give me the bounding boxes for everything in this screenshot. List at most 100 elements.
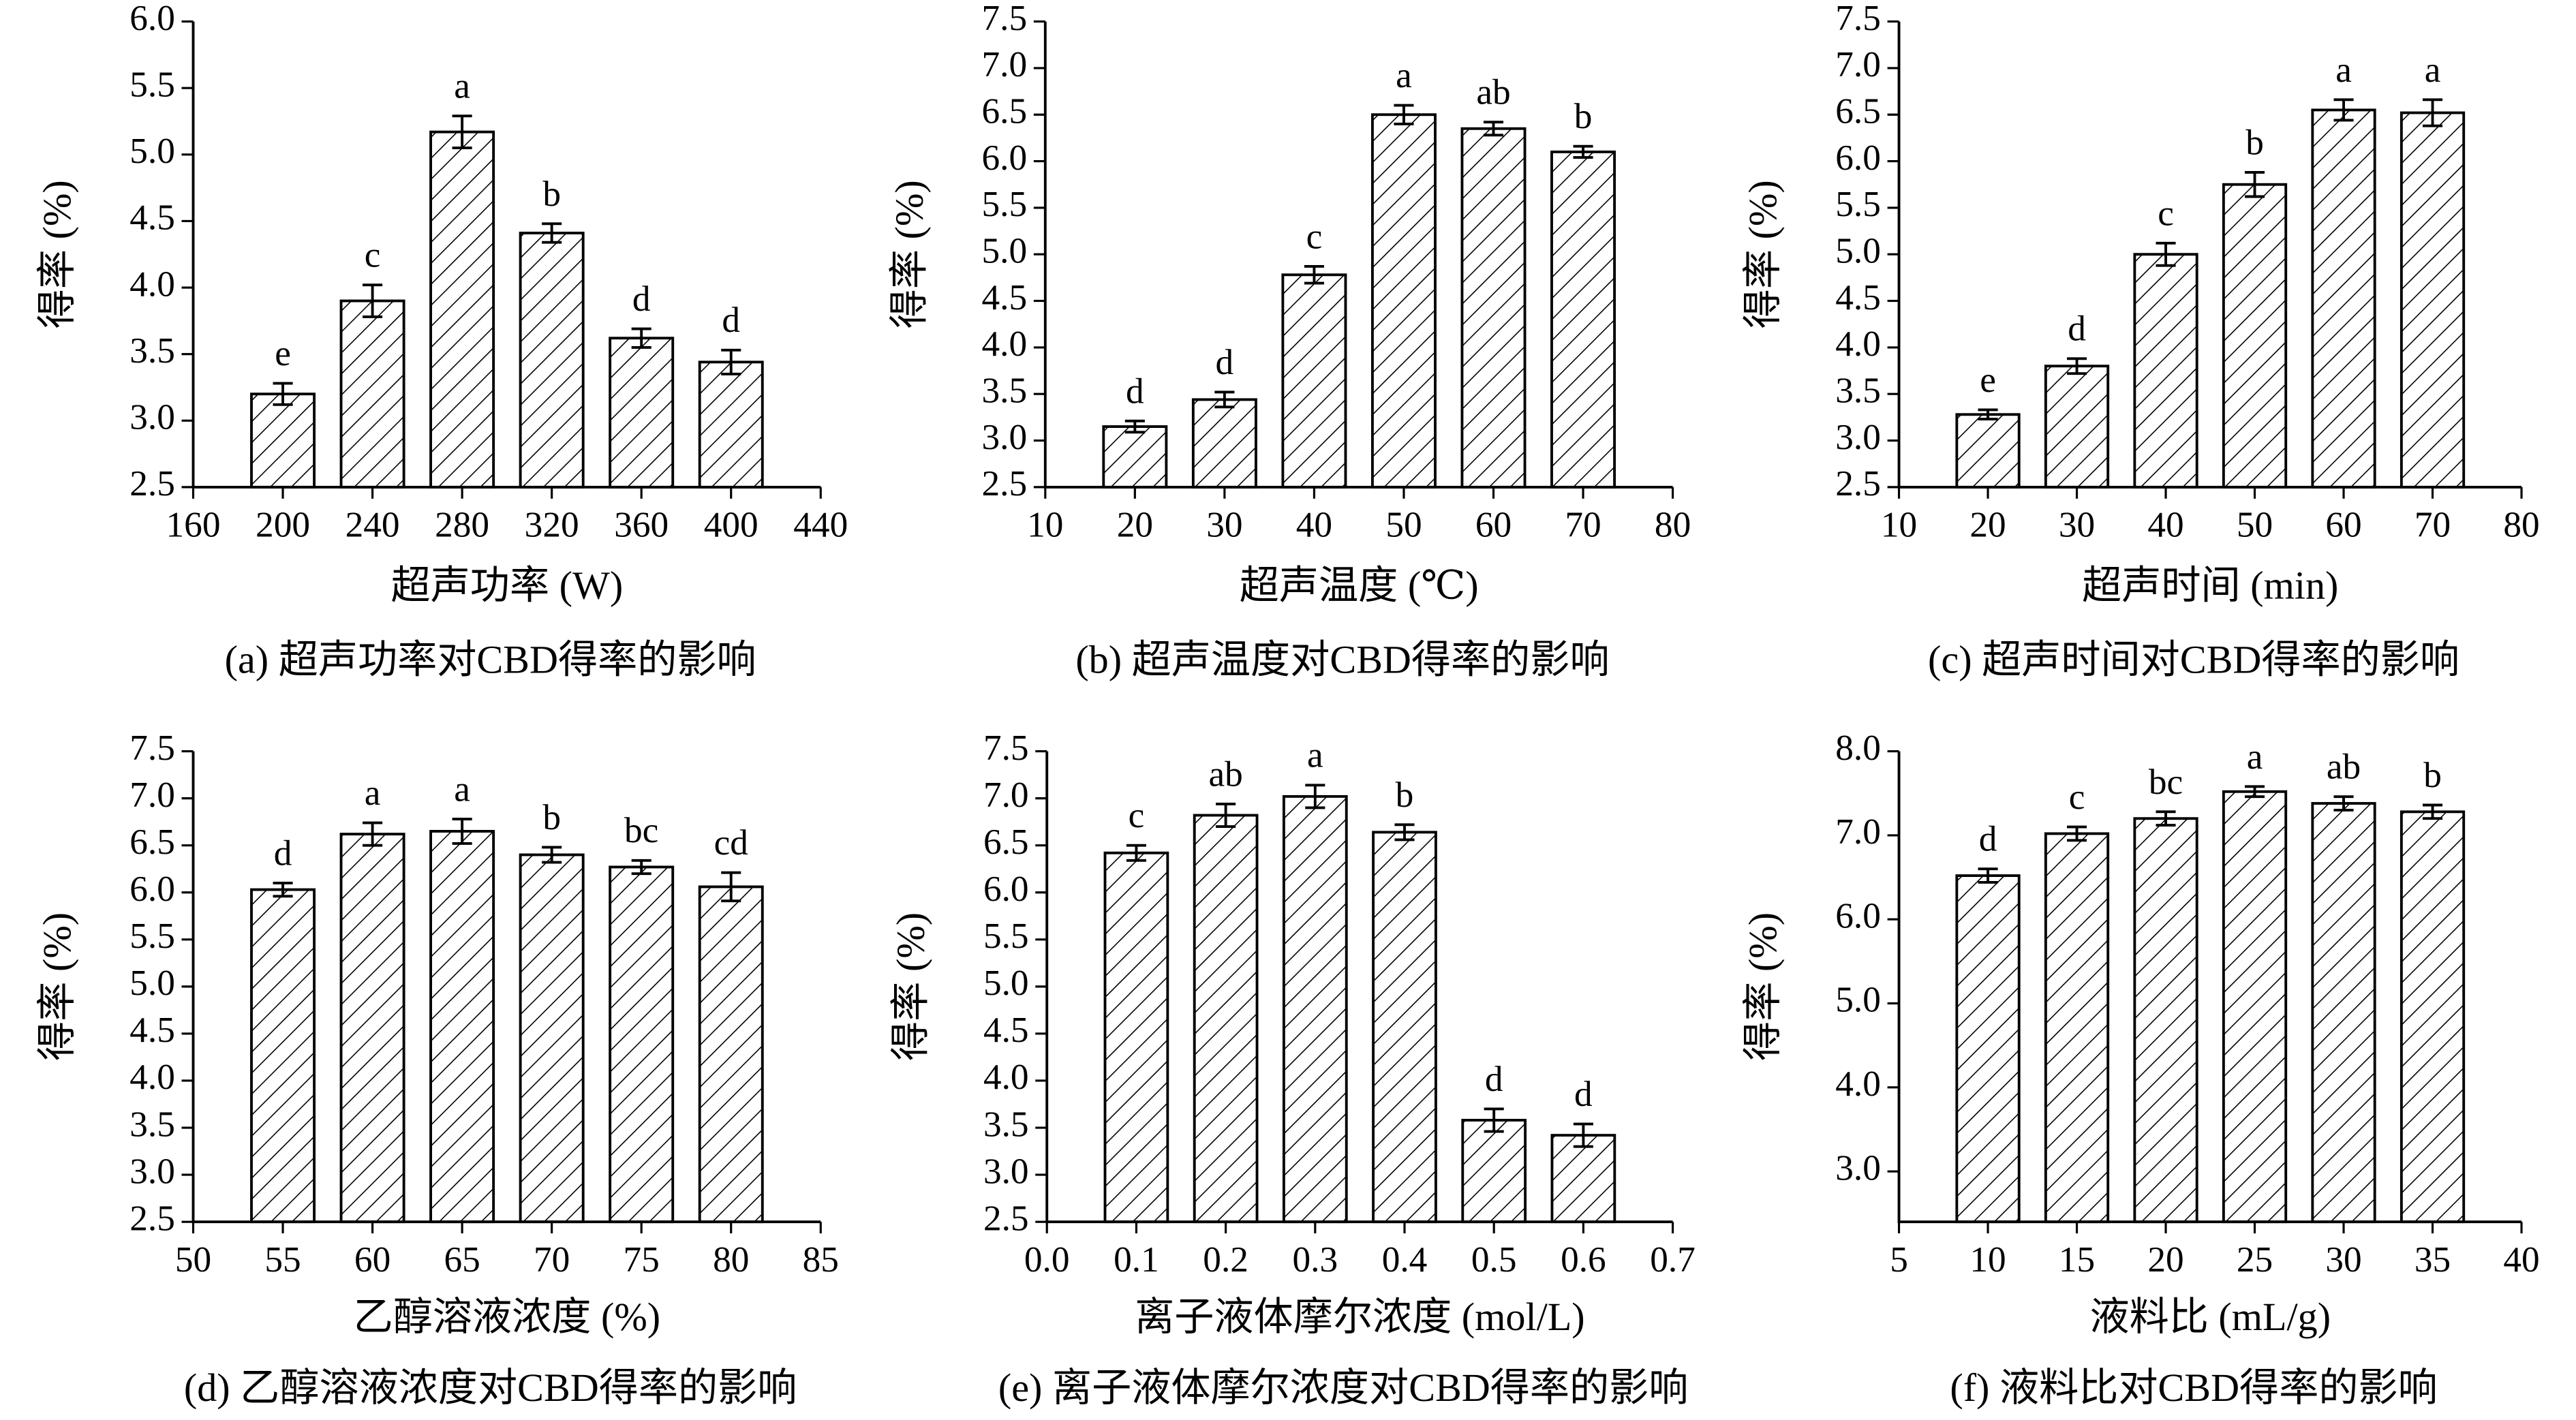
axes: [1043, 21, 1673, 489]
x-tick-label: 160: [166, 505, 221, 545]
x-tick-label: 0.3: [1292, 1239, 1338, 1280]
bar: [2399, 111, 2466, 489]
y-tick-label: 5.0: [129, 131, 175, 171]
error-bar: [1573, 1122, 1593, 1148]
x-tick-label: 0.4: [1382, 1239, 1428, 1280]
bar: [698, 360, 764, 489]
x-tick-label: 60: [1475, 505, 1512, 545]
bar: [1550, 150, 1616, 489]
bar: [2222, 183, 2288, 489]
y-tick-label: 5.0: [1835, 980, 1881, 1020]
bar: [519, 853, 585, 1224]
x-axis-label: 离子液体摩尔浓度 (mol/L): [1135, 1295, 1585, 1339]
axes: [1897, 21, 2522, 489]
bar: [1461, 1119, 1527, 1224]
significance-letter: d: [1574, 1074, 1593, 1114]
y-tick-label: 6.5: [129, 822, 175, 862]
error-bar: [2156, 810, 2176, 827]
x-tick-label: 80: [1655, 505, 1691, 545]
error-bar: [273, 382, 293, 406]
x-tick-label: 40: [2503, 1239, 2539, 1280]
y-tick-label: 7.5: [982, 0, 1028, 38]
error-bar: [2245, 785, 2265, 799]
bar: [1370, 113, 1437, 489]
bar: [339, 299, 405, 489]
error-bar: [273, 882, 293, 898]
significance-letter: bc: [624, 810, 658, 850]
error-bar: [1978, 408, 1998, 421]
significance-letter: d: [1126, 371, 1144, 411]
bar: [2133, 253, 2198, 489]
error-bar: [1214, 390, 1235, 409]
significance-letter: a: [365, 773, 381, 813]
x-tick-label: 40: [1296, 505, 1332, 545]
bar: [250, 392, 316, 489]
x-tick-label: 40: [2147, 505, 2183, 545]
error-bar: [1216, 802, 1236, 829]
bar: [2133, 817, 2198, 1224]
x-tick-label: 0.6: [1561, 1239, 1606, 1280]
panel: 2.5 3.0 3.5 4.0 4.5 5.0 5.5 6.0 6.5 7.0 7.5 0.0 0.1 0…: [889, 728, 1696, 1410]
x-tick-label: 30: [2059, 505, 2095, 545]
x-tick-label: 10: [1027, 505, 1063, 545]
error-bar: [1573, 144, 1593, 159]
x-tick-label: 10: [1881, 505, 1917, 545]
bar: [1460, 127, 1527, 489]
bar: [1550, 1134, 1616, 1224]
y-tick-label: 7.0: [1835, 812, 1881, 852]
y-tick-label: 3.5: [983, 1104, 1029, 1144]
axes: [191, 751, 821, 1224]
significance-letter: e: [275, 333, 291, 373]
y-tick-label: 4.0: [1835, 324, 1881, 364]
y-tick-label: 4.5: [982, 277, 1028, 318]
significance-letter: d: [632, 279, 651, 319]
y-tick-label: 6.5: [983, 822, 1029, 862]
y-tick-label: 7.0: [982, 44, 1028, 84]
error-bar: [1305, 784, 1325, 809]
x-axis-label: 超声功率 (W): [391, 563, 624, 607]
bar: [429, 130, 495, 489]
x-tick-label: 0.5: [1471, 1239, 1517, 1280]
y-tick-label: 3.0: [983, 1151, 1029, 1191]
x-tick-label: 30: [2325, 1239, 2361, 1280]
y-tick-label: 4.0: [129, 264, 175, 304]
x-tick-label: 50: [2237, 505, 2273, 545]
significance-letter: a: [1307, 735, 1323, 775]
error-bar: [1304, 265, 1324, 285]
y-tick-label: 8.0: [1835, 728, 1881, 768]
y-tick-label: 5.5: [983, 916, 1029, 956]
y-tick-label: 6.0: [983, 869, 1029, 909]
x-tick-label: 20: [1969, 505, 2006, 545]
x-tick-label: 25: [2237, 1239, 2273, 1280]
x-tick-label: 65: [444, 1239, 480, 1280]
x-tick-label: 60: [354, 1239, 390, 1280]
y-tick-label: 6.0: [1835, 138, 1881, 178]
error-bar: [1394, 823, 1415, 842]
bar: [2044, 832, 2110, 1224]
x-tick-label: 440: [793, 505, 848, 545]
significance-letter: cd: [714, 822, 748, 863]
significance-letter: b: [2423, 755, 2442, 795]
caption: (a) 超声功率对CBD得率的影响: [225, 637, 756, 681]
x-tick-label: 360: [614, 505, 669, 545]
significance-letter: d: [1485, 1059, 1503, 1099]
significance-letter: a: [2247, 737, 2263, 777]
caption: (f) 液料比对CBD得率的影响: [1950, 1365, 2437, 1410]
error-bar: [2422, 98, 2443, 127]
caption: (b) 超声温度对CBD得率的影响: [1075, 637, 1609, 681]
x-tick-label: 70: [534, 1239, 570, 1280]
x-tick-label: 240: [346, 505, 400, 545]
x-tick-label: 85: [803, 1239, 839, 1280]
error-bar: [2333, 795, 2354, 812]
y-tick-label: 3.5: [129, 330, 175, 371]
error-bar: [2245, 171, 2265, 198]
axes: [1897, 751, 2522, 1224]
bar: [609, 337, 675, 489]
y-tick-label: 4.5: [983, 1010, 1029, 1050]
y-tick-label: 6.5: [1835, 91, 1881, 131]
bar: [1372, 831, 1437, 1224]
significance-letter: e: [1980, 360, 1996, 400]
significance-letter: a: [2425, 50, 2441, 90]
bar: [1955, 874, 2021, 1224]
